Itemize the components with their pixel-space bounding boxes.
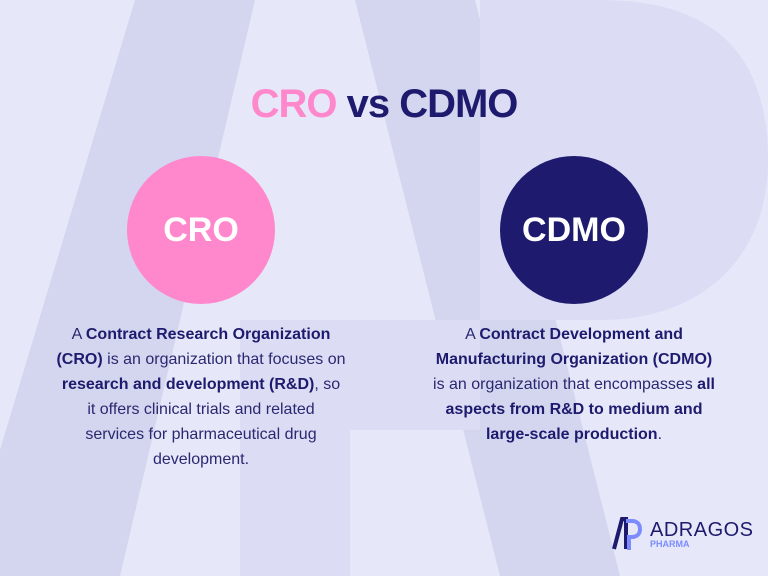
text-segment: is an organization that focuses on: [102, 351, 346, 368]
text-segment: A: [465, 326, 480, 343]
adragos-logo: ADRAGOS PHARMA: [612, 517, 754, 551]
title-rest: vs CDMO: [336, 82, 519, 126]
cro-description: A Contract Research Organization (CRO) i…: [56, 322, 346, 472]
adragos-logo-icon: [612, 517, 642, 550]
page-title: CRO vs CDMO: [0, 82, 768, 127]
bold-segment: Contract Research Organization (CRO): [56, 326, 331, 368]
logo-sub: PHARMA: [650, 538, 690, 549]
logo-name: ADRAGOS: [650, 518, 754, 541]
bold-segment: Contract Development and Manufacturing O…: [435, 326, 713, 368]
text-segment: A: [71, 326, 86, 343]
bold-segment: all aspects from R&D to medium and large…: [445, 376, 715, 443]
bold-segment: research and development (R&D): [61, 376, 315, 393]
cdmo-circle: CDMO: [500, 156, 648, 304]
text-segment: , so it offers clinical trials and relat…: [85, 376, 341, 468]
title-cro: CRO: [250, 82, 338, 126]
cro-circle: CRO: [127, 156, 275, 304]
cro-circle-label: CRO: [163, 210, 239, 249]
text-segment: .: [657, 426, 663, 443]
text-segment: is an organization that encompasses: [433, 376, 698, 393]
cdmo-circle-label: CDMO: [522, 210, 626, 249]
cdmo-description: A Contract Development and Manufacturing…: [429, 322, 719, 447]
